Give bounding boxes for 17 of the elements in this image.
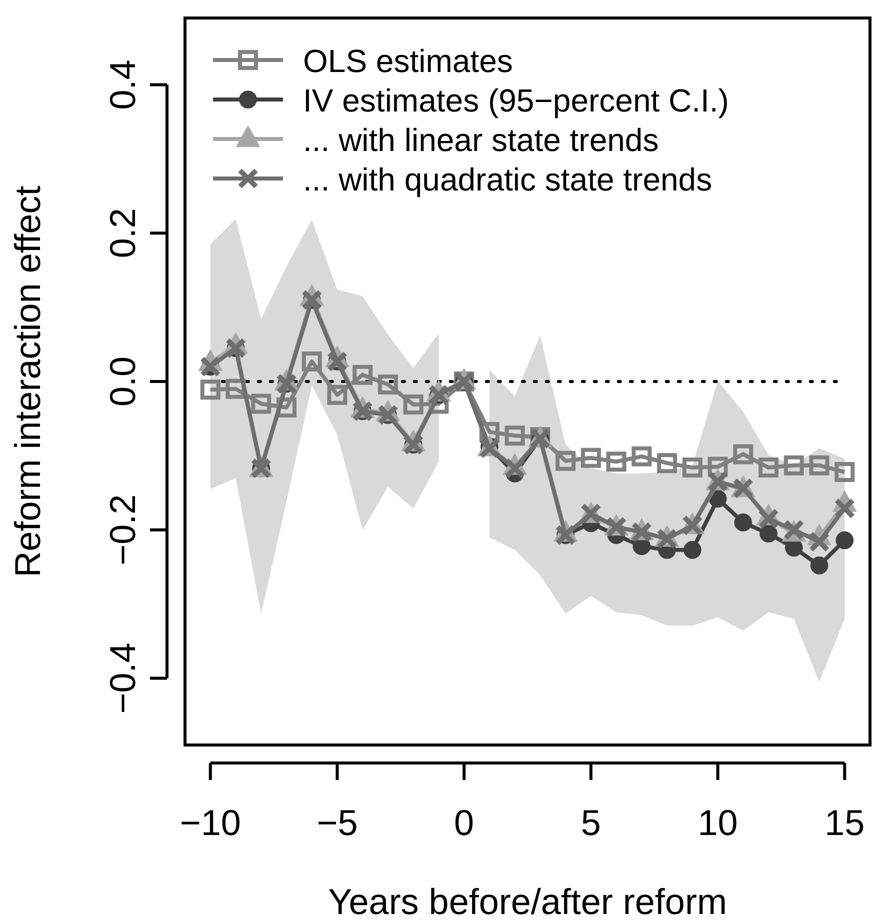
y-tick-label: 0.0: [102, 356, 143, 407]
y-tick-label: 0.4: [102, 60, 143, 110]
legend-label: ... with quadratic state trends: [303, 162, 712, 198]
x-axis-title: Years before/after reform: [328, 881, 727, 922]
x-tick-label: 5: [580, 802, 601, 843]
x-tick-label: 0: [454, 802, 474, 843]
y-axis-title: Reform interaction effect: [7, 186, 48, 578]
x-tick-label: 10: [698, 802, 738, 843]
legend-label: OLS estimates: [303, 43, 513, 79]
legend-label: ... with linear state trends: [303, 122, 659, 158]
y-tick-label: −0.4: [102, 642, 143, 714]
y-tick-label: 0.2: [102, 208, 143, 258]
legend-label: IV estimates (95−percent C.I.): [303, 82, 729, 118]
x-tick-label: −10: [180, 802, 241, 843]
x-tick-label: −5: [316, 802, 358, 843]
x-tick-label: 15: [824, 802, 865, 843]
y-tick-label: −0.2: [102, 494, 143, 566]
